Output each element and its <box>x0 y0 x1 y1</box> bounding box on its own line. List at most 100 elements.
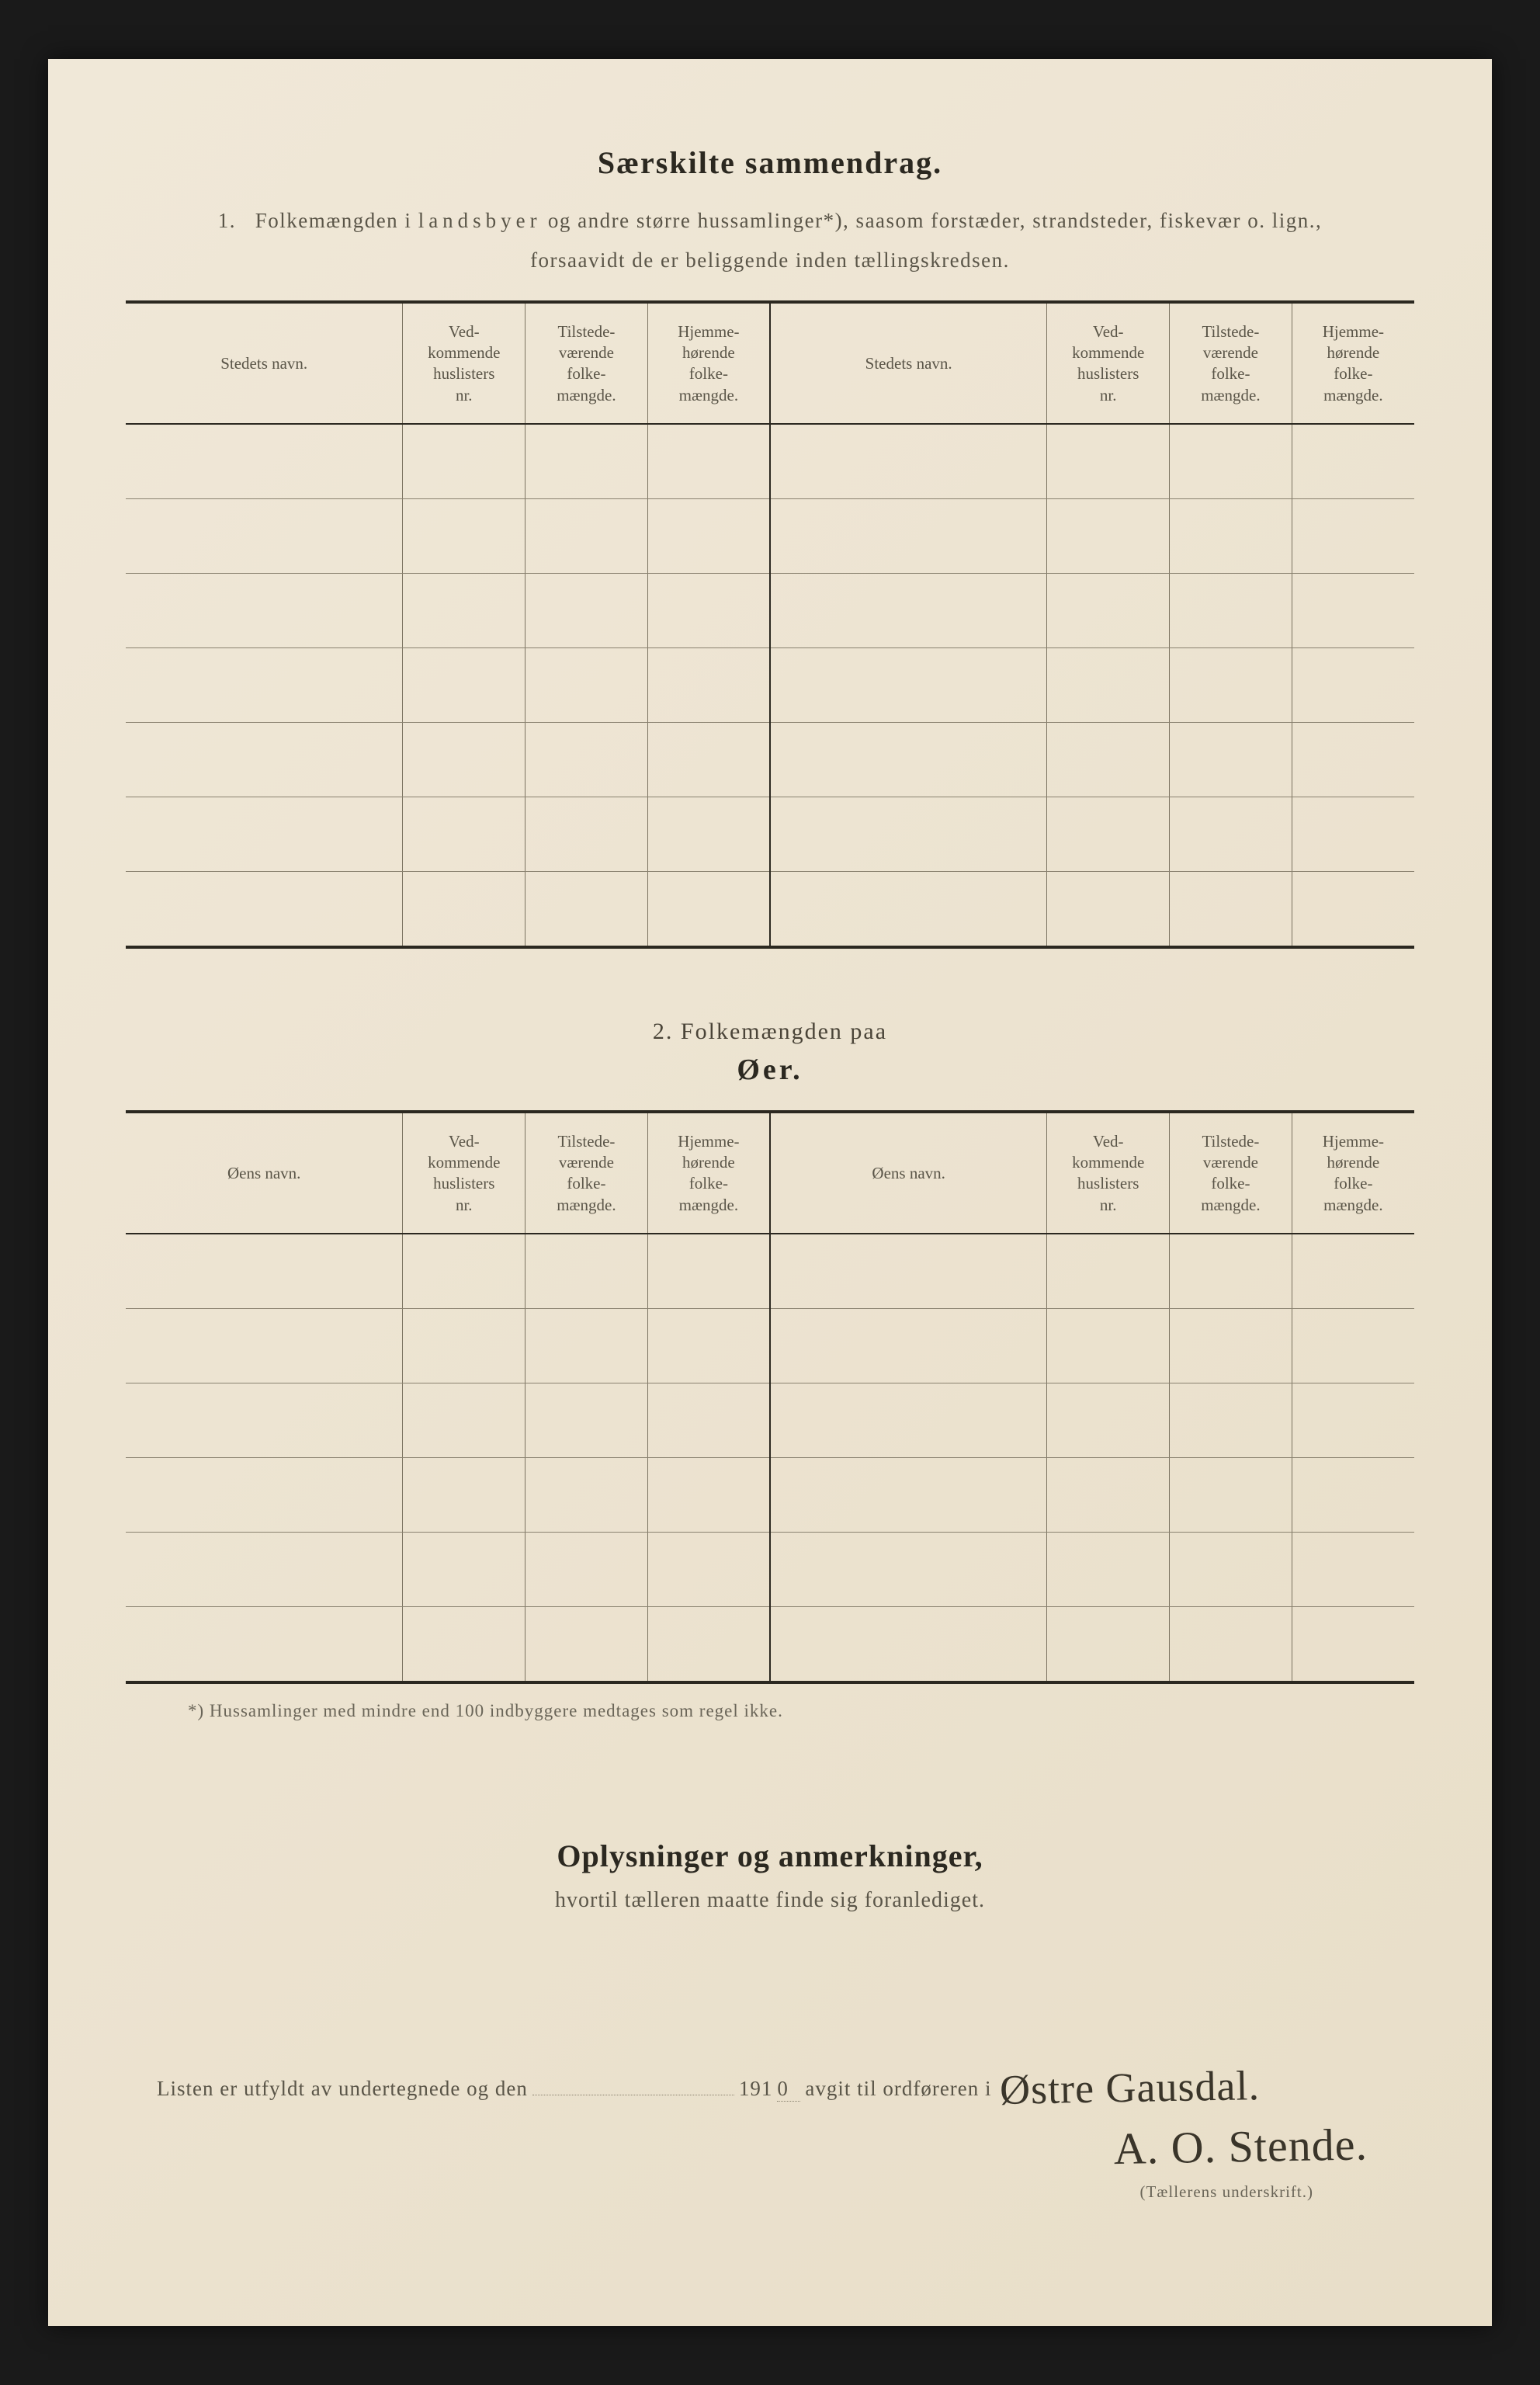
table-cell <box>403 1532 525 1606</box>
table-cell <box>525 871 648 946</box>
table-cell <box>1170 1308 1292 1383</box>
table-cell <box>1170 871 1292 946</box>
table-cell <box>525 573 648 647</box>
intro-number: 1. <box>218 209 236 232</box>
col-hjemme-b: Hjemme-hørendefolke-mængde. <box>1292 304 1414 424</box>
table-cell <box>1170 1234 1292 1308</box>
table-cell <box>1047 1457 1170 1532</box>
table-cell <box>1170 797 1292 871</box>
table-cell <box>647 1606 770 1681</box>
table-cell <box>770 573 1047 647</box>
table-cell <box>1292 647 1414 722</box>
table-cell <box>403 647 525 722</box>
table-cell <box>647 1457 770 1532</box>
table-row <box>126 1606 1414 1681</box>
table-cell <box>126 1606 403 1681</box>
table-row <box>126 722 1414 797</box>
table-cell <box>770 647 1047 722</box>
year-blank: 0 <box>777 2077 800 2102</box>
intro-text-1: Folkemængden i <box>255 209 412 232</box>
table-cell <box>126 647 403 722</box>
table-cell <box>126 1457 403 1532</box>
intro-spaced-word: landsbyer <box>418 209 542 232</box>
table-cell <box>403 871 525 946</box>
table-cell <box>1170 722 1292 797</box>
table-cell <box>1292 1457 1414 1532</box>
table-cell <box>647 573 770 647</box>
col-huslisters-a: Ved-kommendehuslistersnr. <box>403 304 525 424</box>
table-cell <box>647 1532 770 1606</box>
table-cell <box>126 498 403 573</box>
table-cell <box>647 1234 770 1308</box>
col-tilstede-a2: Tilstede-værendefolke-mængde. <box>525 1113 648 1234</box>
table-row <box>126 1457 1414 1532</box>
table-cell <box>1292 722 1414 797</box>
col-tilstede-b2: Tilstede-værendefolke-mængde. <box>1170 1113 1292 1234</box>
sig-year-prefix: 191 <box>739 2077 773 2101</box>
table-cell <box>525 647 648 722</box>
table-cell <box>770 1606 1047 1681</box>
table-cell <box>525 722 648 797</box>
col-stedets-navn-b: Stedets navn. <box>770 304 1047 424</box>
table-cell <box>403 1457 525 1532</box>
table-row <box>126 573 1414 647</box>
intro-line-2: forsaavidt de er beliggende inden tællin… <box>126 244 1414 277</box>
table-cell <box>126 1532 403 1606</box>
table-cell <box>647 498 770 573</box>
table-row <box>126 498 1414 573</box>
table-cell <box>525 498 648 573</box>
table-row <box>126 1383 1414 1457</box>
col-hjemme-a: Hjemme-hørendefolke-mængde. <box>647 304 770 424</box>
table-cell <box>525 424 648 498</box>
table-cell <box>1170 424 1292 498</box>
section-2-title: Øer. <box>126 1053 1414 1087</box>
handwritten-signature: A. O. Stende. <box>157 2118 1368 2191</box>
table-cell <box>403 424 525 498</box>
table-row <box>126 797 1414 871</box>
table-cell <box>1047 871 1170 946</box>
table-cell <box>1047 722 1170 797</box>
table-cell <box>647 424 770 498</box>
table-cell <box>1292 1532 1414 1606</box>
table-cell <box>126 573 403 647</box>
table-cell <box>403 498 525 573</box>
table-cell <box>126 722 403 797</box>
table-cell <box>1170 647 1292 722</box>
table-cell <box>770 871 1047 946</box>
census-form-page: Særskilte sammendrag. 1. Folkemængden i … <box>48 59 1492 2326</box>
table-cell <box>403 1606 525 1681</box>
table-cell <box>1170 1383 1292 1457</box>
table-cell <box>647 1383 770 1457</box>
table-cell <box>525 1457 648 1532</box>
table-cell <box>1047 647 1170 722</box>
table-cell <box>1047 1532 1170 1606</box>
table-cell <box>1170 1457 1292 1532</box>
table-cell <box>647 647 770 722</box>
table-cell <box>1047 573 1170 647</box>
table-cell <box>1170 573 1292 647</box>
col-huslisters-b: Ved-kommendehuslistersnr. <box>1047 304 1170 424</box>
table-cell <box>403 1234 525 1308</box>
table-cell <box>403 573 525 647</box>
table-cell <box>1047 1606 1170 1681</box>
table-cell <box>1292 1383 1414 1457</box>
handwritten-place: Østre Gausdal. <box>999 2061 1260 2114</box>
table-cell <box>1292 1606 1414 1681</box>
table-cell <box>770 1532 1047 1606</box>
table-cell <box>647 871 770 946</box>
table-cell <box>525 797 648 871</box>
col-tilstede-b: Tilstede-værendefolke-mængde. <box>1170 304 1292 424</box>
table-cell <box>1047 424 1170 498</box>
table-cell <box>1292 573 1414 647</box>
intro-line-1: 1. Folkemængden i landsbyer og andre stø… <box>126 204 1414 238</box>
table-cell <box>770 722 1047 797</box>
table-2-header-row: Øens navn. Ved-kommendehuslistersnr. Til… <box>126 1113 1414 1234</box>
table-cell <box>525 1308 648 1383</box>
col-hjemme-a2: Hjemme-hørendefolke-mængde. <box>647 1113 770 1234</box>
table-cell <box>1292 797 1414 871</box>
col-stedets-navn-a: Stedets navn. <box>126 304 403 424</box>
signature-line: Listen er utfyldt av undertegnede og den… <box>157 2057 1414 2106</box>
main-title: Særskilte sammendrag. <box>126 144 1414 181</box>
col-tilstede-a: Tilstede-værendefolke-mængde. <box>525 304 648 424</box>
table-row <box>126 647 1414 722</box>
